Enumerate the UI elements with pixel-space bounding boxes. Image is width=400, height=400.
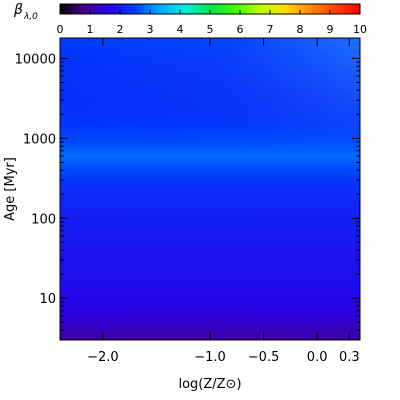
colorbar-tick-label: 8 xyxy=(297,23,304,36)
y-tick-label: 1000 xyxy=(23,132,56,147)
plot-area: −2.0 −1.0 −0.5 0.0 0.3 10 100 1000 10000 xyxy=(15,37,361,365)
heatmap-old-age-tint xyxy=(60,38,360,158)
colorbar-label-subscript: λ,0 xyxy=(23,12,38,22)
x-tick-label: −1.0 xyxy=(194,350,226,365)
colorbar-tick-label: 5 xyxy=(207,23,214,36)
colorbar-tick-label: 9 xyxy=(327,23,334,36)
x-axis-ticks: −2.0 −1.0 −0.5 0.0 0.3 xyxy=(87,38,360,365)
y-axis-ticks: 10 100 1000 10000 xyxy=(15,52,360,341)
colorbar-tick-label: 6 xyxy=(237,23,244,36)
colorbar-tick-label: 0 xyxy=(57,23,64,36)
x-axis-label: log(Z/Z⊙) xyxy=(178,377,241,392)
colorbar: β λ,0 0 1 2 3 4 5 6 7 8 9 10 xyxy=(13,2,367,36)
y-tick-label: 10000 xyxy=(15,52,56,67)
colorbar-ticks: 0 1 2 3 4 5 6 7 8 9 10 xyxy=(57,10,367,36)
y-tick-label: 100 xyxy=(31,212,56,227)
x-tick-label: −0.5 xyxy=(248,350,280,365)
colorbar-tick-label: 2 xyxy=(117,23,124,36)
x-tick-label: 0.0 xyxy=(307,350,328,365)
x-tick-label: 0.3 xyxy=(339,350,360,365)
colorbar-tick-label: 7 xyxy=(267,23,274,36)
y-tick-label: 10 xyxy=(39,292,56,307)
colorbar-label: β xyxy=(13,2,23,18)
colorbar-tick-label: 3 xyxy=(147,23,154,36)
x-tick-label: −2.0 xyxy=(87,350,119,365)
colorbar-tick-label: 1 xyxy=(87,23,94,36)
y-axis-label: Age [Myr] xyxy=(3,157,18,221)
colorbar-tick-label: 4 xyxy=(177,23,184,36)
colorbar-tick-label: 10 xyxy=(353,23,367,36)
